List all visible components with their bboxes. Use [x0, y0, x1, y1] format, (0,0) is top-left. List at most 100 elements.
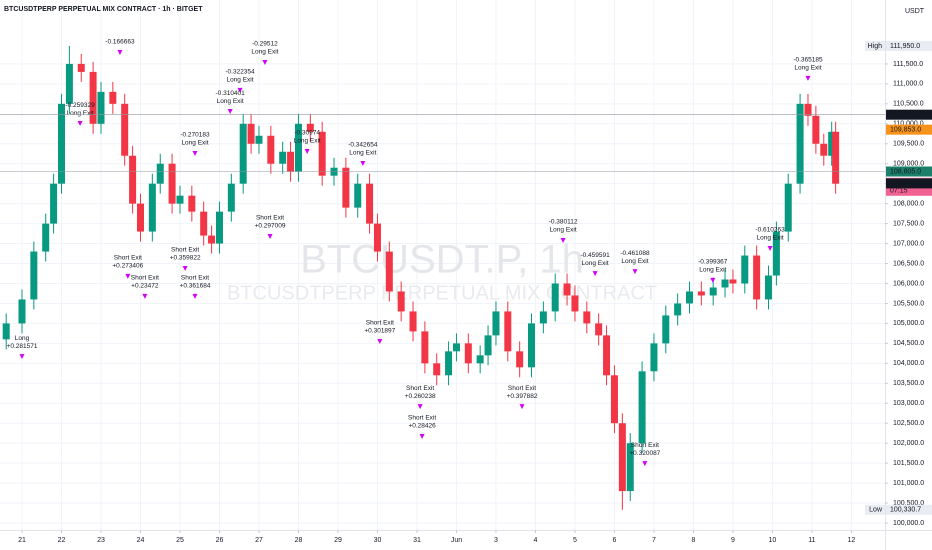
- signal-text: Long Exit: [757, 235, 784, 242]
- candle-body: [247, 123, 255, 144]
- signal-label: Short Exit+0.320087: [629, 442, 661, 467]
- candle-body: [208, 235, 216, 244]
- candle-body: [721, 279, 729, 288]
- signal-text: +0.359822: [170, 255, 201, 262]
- price-tag-box: [865, 40, 885, 51]
- candle-body: [287, 151, 295, 172]
- y-tick-label: 105,500.0: [893, 300, 924, 307]
- candle-body: [136, 203, 144, 232]
- signal-label: Short Exit+0.260238: [405, 385, 436, 410]
- candle-body: [796, 103, 804, 184]
- candle-body: [200, 211, 208, 236]
- y-tick-label: 109,000.0: [893, 161, 924, 168]
- x-tick-label: Jun: [451, 537, 462, 544]
- price-label-box: [886, 124, 932, 135]
- signal-text: Long Exit: [294, 138, 321, 145]
- candle-body: [685, 291, 693, 304]
- currency: USDT: [905, 8, 925, 15]
- y-tick-label: 103,000.0: [893, 400, 924, 407]
- y-tick-label: 110,500.0: [893, 101, 924, 108]
- candle-body: [551, 283, 559, 312]
- y-tick-label: 104,000.0: [893, 360, 924, 367]
- price-label: 100,330.7: [890, 507, 921, 514]
- candle-body: [528, 323, 536, 368]
- candle-body: [697, 291, 705, 296]
- candle-body: [306, 123, 314, 132]
- y-tick-label: 106,000.0: [893, 280, 924, 287]
- price-label-box: [886, 504, 932, 515]
- signal-text: Long Exit: [550, 227, 577, 234]
- candle-body: [828, 131, 836, 156]
- candle-body: [618, 423, 626, 492]
- signal-arrow: [192, 293, 198, 299]
- y-tick-label: 101,000.0: [893, 480, 924, 487]
- candle-body: [385, 251, 393, 292]
- x-tick-label: 4: [534, 537, 538, 544]
- signal-text: Short Exit: [508, 385, 536, 392]
- signal-text: Long Exit: [226, 77, 253, 84]
- chart-header: BTCUSDTPERP PERPETUAL MIX CONTRACT · 1h …: [4, 6, 203, 13]
- signal-arrow: [592, 271, 598, 277]
- signal-text: Short Exit: [631, 442, 659, 449]
- signal-arrow: [417, 404, 423, 410]
- candle-body: [445, 351, 453, 376]
- signal-arrow: [237, 87, 243, 93]
- signal-text: Long Exit: [251, 49, 278, 56]
- candle-body: [638, 371, 646, 444]
- candle-body: [148, 183, 156, 232]
- signal-arrow: [360, 160, 366, 166]
- signal-text: +0.28426: [408, 423, 436, 430]
- price-label: 108,805.0: [890, 168, 921, 175]
- candle-body: [121, 103, 129, 156]
- candle-body: [484, 335, 492, 356]
- x-tick-label: 3: [494, 537, 498, 544]
- signal-text: -0.610263: [755, 227, 785, 234]
- signal-arrow: [642, 461, 648, 467]
- signal-text: Long Exit: [621, 258, 648, 265]
- candle-body: [603, 335, 611, 376]
- candle-body: [50, 183, 58, 224]
- price-tag-box: [865, 504, 885, 515]
- candle-body: [255, 135, 263, 144]
- price-countdown: 07:15: [890, 188, 908, 195]
- signal-text: Long Exit: [582, 260, 609, 267]
- signal-arrow: [192, 150, 198, 156]
- candle-body: [2, 323, 10, 340]
- x-tick-label: 24: [137, 537, 145, 544]
- y-tick-label: 100,500.0: [893, 500, 924, 507]
- signal-text: +0.23472: [131, 283, 159, 290]
- signal-arrow: [767, 245, 773, 251]
- candle-body: [764, 275, 772, 300]
- candle-body: [227, 183, 235, 212]
- candle-body: [729, 279, 737, 284]
- y-tick-label: 109,500.0: [893, 141, 924, 148]
- signal-text: +0.301897: [364, 328, 395, 335]
- candle-body: [772, 231, 780, 276]
- price-label: 109,853.0: [890, 127, 921, 134]
- candle-body: [464, 343, 472, 364]
- signal-arrow: [304, 148, 310, 154]
- candle-body: [373, 223, 381, 252]
- candle-body: [77, 63, 85, 72]
- candle-body: [318, 131, 326, 176]
- candle-body: [176, 195, 184, 204]
- y-tick-label: 104,500.0: [893, 340, 924, 347]
- x-tick-label: 12: [848, 537, 856, 544]
- candle-body: [610, 375, 618, 424]
- axes: 100,000.0 100,500.0 101,000.0 101,500.0 102,…: [18, 40, 932, 544]
- candle-body: [674, 303, 682, 316]
- signal-text: -0.459591: [580, 252, 610, 259]
- price-label: 110,228.0: [890, 112, 921, 119]
- signal-text: Long: [15, 335, 30, 342]
- signal-text: Long Exit: [181, 140, 208, 147]
- y-tick-label: 111,500.0: [893, 61, 923, 68]
